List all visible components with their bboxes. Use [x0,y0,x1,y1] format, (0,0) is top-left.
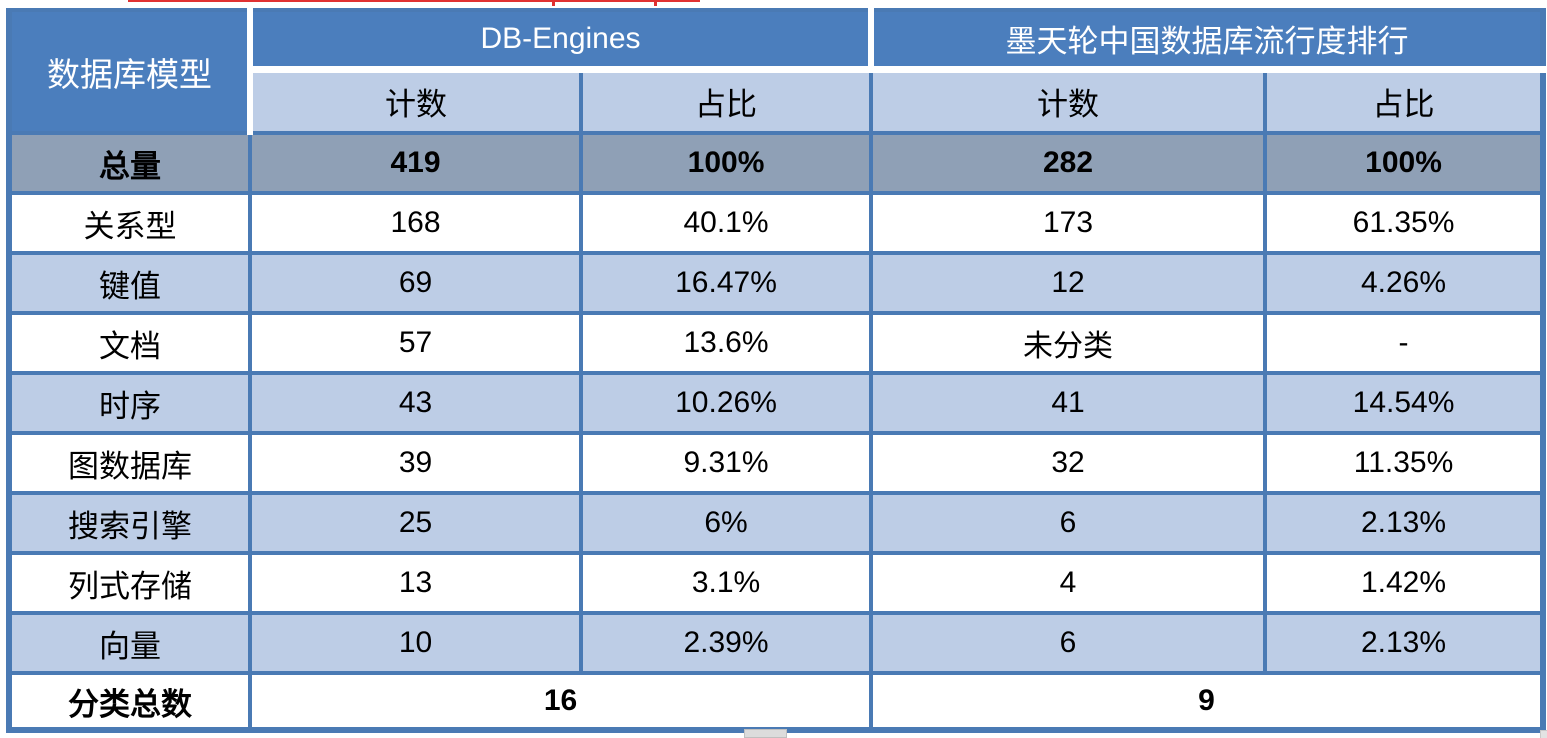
table-row-vector: 向量 10 2.39% 6 2.13% [7,611,1546,675]
value-cell: 未分类 [869,311,1268,375]
table-row-total: 总量 419 100% 282 100% [7,131,1546,195]
table-row-search-engine: 搜索引擎 25 6% 6 2.13% [7,491,1546,555]
value-cell: 43 [248,371,583,435]
value-cell: 4 [869,551,1268,615]
value-cell: 419 [248,131,583,195]
horizontal-scrollbar-thumb[interactable] [744,729,787,738]
row-label: 文档 [7,311,252,375]
table-row-document: 文档 57 13.6% 未分类 - [7,311,1546,375]
subheader-dbengines-count: 计数 [248,67,583,135]
value-cell: 10.26% [578,371,874,435]
value-cell: 13 [248,551,583,615]
value-cell: 69 [248,251,583,315]
value-cell: 100% [1263,131,1546,195]
red-annotation-tick [654,0,657,6]
row-label: 搜索引擎 [7,491,252,555]
value-cell: 2.13% [1263,611,1546,675]
red-annotation-line [128,0,700,2]
value-cell: 282 [869,131,1268,195]
value-cell: 2.39% [578,611,874,675]
value-cell: 168 [248,191,583,255]
table-row-time-series: 时序 43 10.26% 41 14.54% [7,371,1546,435]
value-cell: 13.6% [578,311,874,375]
table-row-graph: 图数据库 39 9.31% 32 11.35% [7,431,1546,495]
row-label: 图数据库 [7,431,252,495]
table-row-relational: 关系型 168 40.1% 173 61.35% [7,191,1546,255]
value-cell: 100% [578,131,874,195]
row-label: 时序 [7,371,252,435]
value-cell: 4.26% [1263,251,1546,315]
value-cell: 10 [248,611,583,675]
row-label: 总量 [7,131,252,195]
database-model-comparison-table: 数据库模型 DB-Engines 墨天轮中国数据库流行度排行 计数 占比 计数 … [6,8,1547,733]
value-cell: 57 [248,311,583,375]
group-header-db-engines: DB-Engines [247,8,874,73]
row-label: 关系型 [7,191,252,255]
value-cell: 14.54% [1263,371,1546,435]
subheader-motianlun-share: 占比 [1263,67,1546,135]
value-cell: 61.35% [1263,191,1546,255]
table-row-columnar: 列式存储 13 3.1% 4 1.42% [7,551,1546,615]
value-cell: 16.47% [578,251,874,315]
value-cell: 2.13% [1263,491,1546,555]
table-row-category-totals: 分类总数 16 9 [7,671,1546,732]
value-cell: 40.1% [578,191,874,255]
value-cell: 12 [869,251,1268,315]
value-cell: 173 [869,191,1268,255]
scrollbar-corner-fragment [1540,730,1547,738]
corner-header-database-model: 数据库模型 [7,8,253,135]
group-header-motianlun: 墨天轮中国数据库流行度排行 [868,8,1546,73]
value-cell: 6 [869,611,1268,675]
value-cell: 6% [578,491,874,555]
value-cell: 6 [869,491,1268,555]
subheader-dbengines-share: 占比 [578,67,874,135]
value-cell: 39 [248,431,583,495]
value-cell-motianlun-category-count: 9 [869,671,1546,732]
table-row-key-value: 键值 69 16.47% 12 4.26% [7,251,1546,315]
red-annotation-tick [552,0,555,6]
value-cell: 9.31% [578,431,874,495]
value-cell: 32 [869,431,1268,495]
value-cell: 25 [248,491,583,555]
value-cell: 11.35% [1263,431,1546,495]
value-cell-dbengines-category-count: 16 [247,671,874,732]
row-label: 分类总数 [7,671,252,732]
row-label: 键值 [7,251,252,315]
row-label: 向量 [7,611,252,675]
subheader-motianlun-count: 计数 [869,67,1268,135]
row-label: 列式存储 [7,551,252,615]
value-cell: 41 [869,371,1268,435]
value-cell: 1.42% [1263,551,1546,615]
value-cell: 3.1% [578,551,874,615]
value-cell: - [1263,311,1546,375]
